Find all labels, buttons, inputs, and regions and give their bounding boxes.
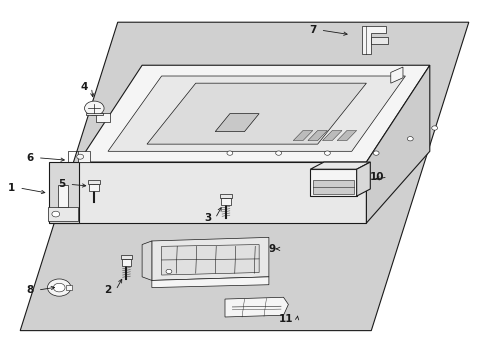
Circle shape: [53, 283, 65, 292]
Circle shape: [47, 279, 71, 296]
Polygon shape: [293, 131, 312, 140]
Text: 9: 9: [267, 244, 275, 254]
Polygon shape: [161, 244, 259, 275]
Circle shape: [165, 269, 171, 274]
Polygon shape: [336, 131, 356, 140]
Circle shape: [77, 154, 83, 159]
Polygon shape: [361, 26, 385, 54]
Polygon shape: [310, 169, 356, 196]
Polygon shape: [152, 277, 268, 288]
Polygon shape: [147, 83, 366, 144]
Polygon shape: [85, 113, 103, 116]
Polygon shape: [322, 131, 341, 140]
Polygon shape: [142, 241, 152, 280]
Polygon shape: [224, 297, 288, 317]
Text: 10: 10: [369, 172, 383, 182]
Circle shape: [52, 211, 60, 217]
Polygon shape: [108, 76, 405, 151]
Polygon shape: [215, 114, 259, 132]
Text: 6: 6: [26, 153, 34, 163]
Polygon shape: [49, 162, 366, 223]
Text: 2: 2: [104, 285, 112, 295]
Polygon shape: [356, 162, 369, 196]
Polygon shape: [370, 37, 387, 44]
Text: 8: 8: [26, 285, 34, 295]
Polygon shape: [20, 22, 468, 330]
Text: 7: 7: [308, 25, 316, 35]
Polygon shape: [366, 65, 429, 223]
Circle shape: [324, 151, 330, 155]
Polygon shape: [88, 180, 100, 184]
Polygon shape: [310, 162, 369, 169]
Circle shape: [84, 101, 104, 116]
Text: 1: 1: [8, 183, 15, 193]
Circle shape: [226, 151, 232, 155]
Text: 5: 5: [58, 179, 65, 189]
Text: 4: 4: [80, 82, 87, 93]
Polygon shape: [220, 194, 231, 198]
Text: 11: 11: [278, 314, 293, 324]
Circle shape: [407, 136, 412, 141]
Polygon shape: [79, 65, 429, 162]
Polygon shape: [312, 180, 353, 194]
Circle shape: [372, 151, 378, 155]
Polygon shape: [89, 184, 99, 191]
Circle shape: [275, 151, 281, 155]
Polygon shape: [78, 151, 90, 162]
Polygon shape: [221, 198, 230, 205]
Polygon shape: [96, 113, 110, 122]
Polygon shape: [66, 285, 72, 290]
Polygon shape: [49, 162, 79, 223]
Polygon shape: [152, 237, 268, 280]
Text: 3: 3: [203, 213, 211, 223]
Polygon shape: [121, 255, 132, 259]
Polygon shape: [58, 185, 68, 207]
Polygon shape: [48, 207, 78, 221]
Polygon shape: [390, 67, 402, 83]
Circle shape: [431, 126, 437, 130]
Polygon shape: [122, 259, 131, 266]
Polygon shape: [307, 131, 327, 140]
